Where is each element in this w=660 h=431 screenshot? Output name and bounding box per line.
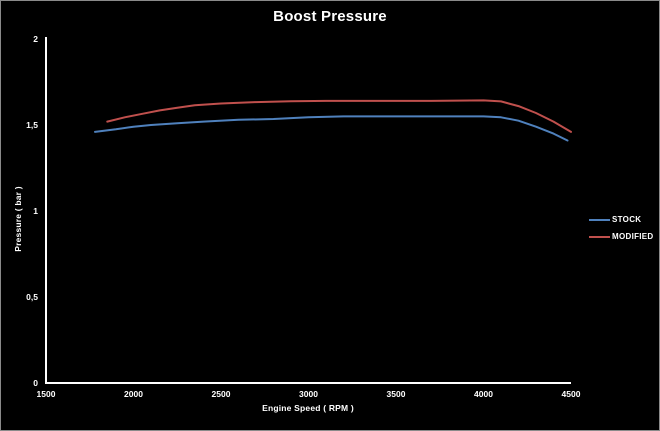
legend: STOCK MODIFIED bbox=[589, 215, 654, 241]
legend-line-sample bbox=[589, 235, 610, 238]
legend-item-modified: MODIFIED bbox=[589, 232, 654, 241]
legend-line-sample bbox=[589, 218, 610, 221]
y-tick-label: 0,5 bbox=[26, 292, 38, 302]
x-tick-label: 3000 bbox=[299, 389, 318, 399]
y-tick-label: 2 bbox=[33, 34, 38, 44]
y-tick-label: 1,5 bbox=[26, 120, 38, 130]
x-tick-label: 2500 bbox=[212, 389, 231, 399]
x-tick-label: 4000 bbox=[474, 389, 493, 399]
chart-title: Boost Pressure bbox=[273, 8, 387, 25]
y-tick-label: 0 bbox=[33, 378, 38, 388]
series-line-stock bbox=[94, 115, 569, 142]
series-line-modified bbox=[106, 99, 572, 133]
legend-item-stock: STOCK bbox=[589, 215, 654, 224]
x-axis-title: Engine Speed ( RPM ) bbox=[262, 403, 354, 413]
legend-label: MODIFIED bbox=[612, 232, 654, 241]
x-tick-label: 2000 bbox=[124, 389, 143, 399]
x-tick-label: 1500 bbox=[37, 389, 56, 399]
x-tick-label: 4500 bbox=[562, 389, 581, 399]
y-tick-label: 1 bbox=[33, 206, 38, 216]
x-tick-label: 3500 bbox=[387, 389, 406, 399]
legend-label: STOCK bbox=[612, 215, 642, 224]
